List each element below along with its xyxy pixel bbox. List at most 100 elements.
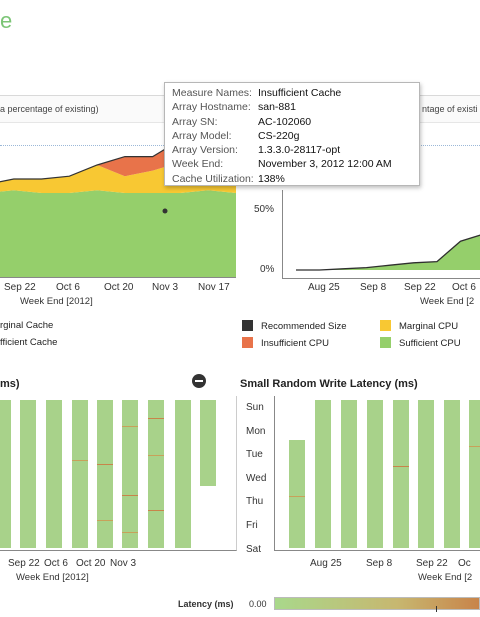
tooltip-value: CS-220g bbox=[258, 129, 300, 142]
heatmap-column[interactable] bbox=[341, 400, 357, 548]
latency-streak bbox=[97, 520, 113, 521]
hover-point[interactable] bbox=[162, 208, 168, 214]
legend-swatch bbox=[380, 320, 391, 331]
brand-logo-fragment: e bbox=[0, 8, 13, 33]
heatmap-column[interactable] bbox=[148, 400, 164, 548]
recommended-size-line bbox=[296, 234, 480, 271]
top-right-x-axis-title: Week End [2 bbox=[420, 296, 475, 307]
latency-legend-min: 0.00 bbox=[249, 599, 267, 609]
x-tick-label: Oct 6 bbox=[44, 558, 68, 569]
heatmap-column[interactable] bbox=[393, 400, 409, 548]
x-tick-label: Sep 8 bbox=[366, 558, 393, 569]
day-label: Tue bbox=[246, 449, 263, 461]
y-tick: 50% bbox=[254, 204, 275, 215]
tooltip-value: November 3, 2012 12:00 AM bbox=[258, 158, 392, 171]
heatmap-column[interactable] bbox=[72, 400, 88, 548]
x-tick-label: Oct 20 bbox=[104, 282, 134, 293]
x-tick-label: Oct 6 bbox=[56, 282, 80, 293]
legend-item-marginal-cpu[interactable]: Marginal CPU bbox=[380, 320, 458, 332]
latency-scale-marker bbox=[436, 606, 437, 612]
latency-legend-title: Latency (ms) bbox=[178, 599, 234, 609]
legend-item-sufficient-cpu[interactable]: Sufficient CPU bbox=[380, 337, 461, 349]
tooltip-key: Measure Names: bbox=[172, 87, 252, 99]
heatmap-column[interactable] bbox=[46, 400, 62, 548]
latency-streak bbox=[148, 510, 164, 511]
x-tick-label: Sep 8 bbox=[360, 282, 387, 293]
legend-swatch bbox=[242, 320, 253, 331]
day-label: Sun bbox=[246, 402, 264, 413]
bottom-right-x-axis-title: Week End [2 bbox=[418, 572, 473, 583]
latency-streak bbox=[469, 446, 480, 447]
heatmap-column[interactable] bbox=[200, 400, 216, 486]
legend-swatch bbox=[380, 337, 391, 348]
tooltip-value: san-881 bbox=[258, 101, 296, 114]
heatmap-column[interactable] bbox=[175, 400, 191, 548]
sufficient-area bbox=[296, 235, 480, 270]
latency-color-scale bbox=[274, 597, 480, 610]
heatmap-column[interactable] bbox=[315, 400, 331, 548]
bottom-left-title: ms) bbox=[0, 378, 20, 390]
top-right-line-chart bbox=[282, 190, 480, 279]
latency-streak bbox=[122, 426, 138, 427]
x-tick-label: Aug 25 bbox=[308, 282, 340, 293]
tooltip-value: Insufficient Cache bbox=[258, 87, 342, 99]
heatmap-column[interactable] bbox=[469, 400, 480, 548]
x-tick-label: Sep 22 bbox=[416, 558, 448, 569]
data-tooltip: Measure Names: Insufficient Cache Array H… bbox=[164, 82, 420, 186]
latency-streak bbox=[148, 455, 164, 456]
bottom-left-x-axis-title: Week End [2012] bbox=[16, 572, 89, 583]
x-tick-label: Sep 22 bbox=[4, 282, 36, 293]
reference-line bbox=[0, 145, 232, 146]
heatmap-column[interactable] bbox=[122, 400, 138, 548]
tooltip-key: Array Version: bbox=[172, 144, 238, 157]
day-label: Thu bbox=[246, 496, 264, 508]
x-tick-label: Nov 17 bbox=[198, 282, 230, 293]
latency-streak bbox=[97, 464, 113, 465]
top-left-chart-subtitle: a percentage of existing) bbox=[0, 104, 99, 114]
bottom-left-heatmap bbox=[0, 396, 237, 551]
top-right-chart-subtitle: ntage of existi bbox=[422, 104, 478, 114]
x-tick-label: Sep 22 bbox=[404, 282, 436, 293]
heatmap-column[interactable] bbox=[418, 400, 434, 548]
tooltip-key: Array Hostname: bbox=[172, 101, 251, 114]
legend-label: fficient Cache bbox=[0, 337, 58, 348]
legend-label: rginal Cache bbox=[0, 320, 54, 331]
tooltip-value: 138% bbox=[258, 172, 285, 185]
refresh-icon[interactable] bbox=[192, 374, 206, 388]
legend-item-insufficient-cpu[interactable]: Insufficient CPU bbox=[242, 337, 329, 349]
legend-label: Marginal CPU bbox=[399, 321, 459, 332]
day-label: Mon bbox=[246, 425, 266, 437]
sufficient-cache-area bbox=[0, 190, 236, 277]
heatmap-column[interactable] bbox=[367, 400, 383, 548]
latency-streak bbox=[148, 418, 164, 419]
y-tick: 0% bbox=[260, 264, 275, 275]
heatmap-column[interactable] bbox=[97, 400, 113, 548]
x-tick-label: Oct 20 bbox=[76, 558, 106, 569]
heatmap-column[interactable] bbox=[20, 400, 36, 548]
legend-label: Sufficient CPU bbox=[399, 338, 461, 349]
legend-label: Recommended Size bbox=[261, 321, 347, 332]
legend-swatch bbox=[242, 337, 253, 348]
tooltip-value: AC-102060 bbox=[258, 115, 312, 128]
x-tick-label: Oc bbox=[458, 558, 471, 569]
x-tick-label: Nov 3 bbox=[110, 558, 137, 569]
legend-item-marginal-cache[interactable]: rginal Cache bbox=[0, 320, 53, 331]
day-label: Sat bbox=[246, 543, 262, 555]
x-tick-label: Oct 6 bbox=[452, 282, 476, 293]
heatmap-column[interactable] bbox=[0, 400, 11, 548]
latency-streak bbox=[393, 466, 409, 467]
latency-streak bbox=[72, 460, 88, 461]
latency-streak bbox=[122, 495, 138, 496]
bottom-right-title: Small Random Write Latency (ms) bbox=[240, 378, 418, 390]
legend-item-recommended-size[interactable]: Recommended Size bbox=[242, 320, 347, 332]
x-tick-label: Aug 25 bbox=[310, 558, 342, 569]
day-label: Wed bbox=[246, 472, 267, 484]
legend-item-sufficient-cache[interactable]: fficient Cache bbox=[0, 337, 57, 348]
heatmap-column[interactable] bbox=[444, 400, 460, 548]
day-label: Fri bbox=[246, 520, 258, 531]
x-tick-label: Sep 22 bbox=[8, 558, 40, 569]
bottom-right-heatmap bbox=[274, 396, 480, 551]
top-left-x-axis-title: Week End [2012] bbox=[20, 296, 93, 307]
tooltip-key: Cache Utilization: bbox=[172, 172, 254, 185]
heatmap-column[interactable] bbox=[289, 440, 305, 548]
